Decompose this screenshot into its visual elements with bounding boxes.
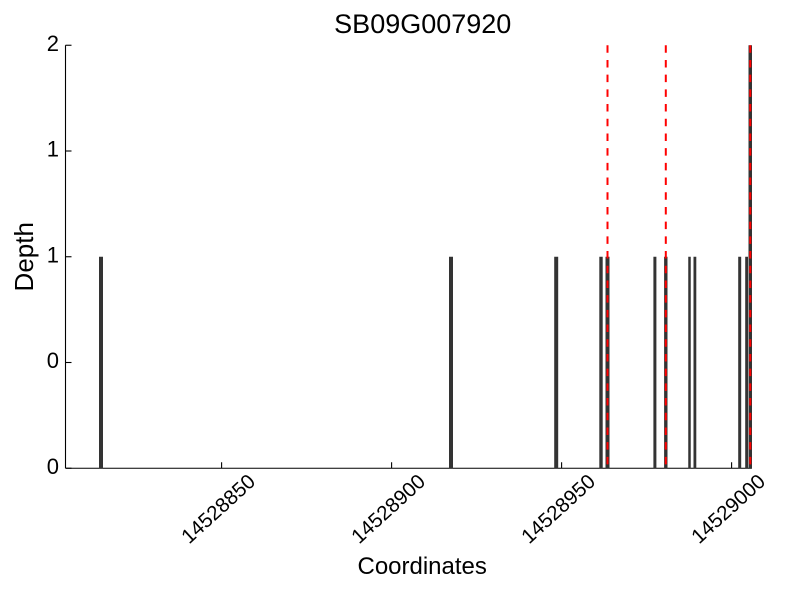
svg-text:1: 1 <box>47 137 59 162</box>
svg-text:SB09G007920: SB09G007920 <box>334 9 511 39</box>
svg-text:Depth: Depth <box>9 222 39 291</box>
svg-text:1: 1 <box>47 242 59 267</box>
svg-text:0: 0 <box>47 454 59 479</box>
svg-text:0: 0 <box>47 348 59 373</box>
svg-text:Coordinates: Coordinates <box>357 553 486 580</box>
svg-text:2: 2 <box>47 31 59 56</box>
